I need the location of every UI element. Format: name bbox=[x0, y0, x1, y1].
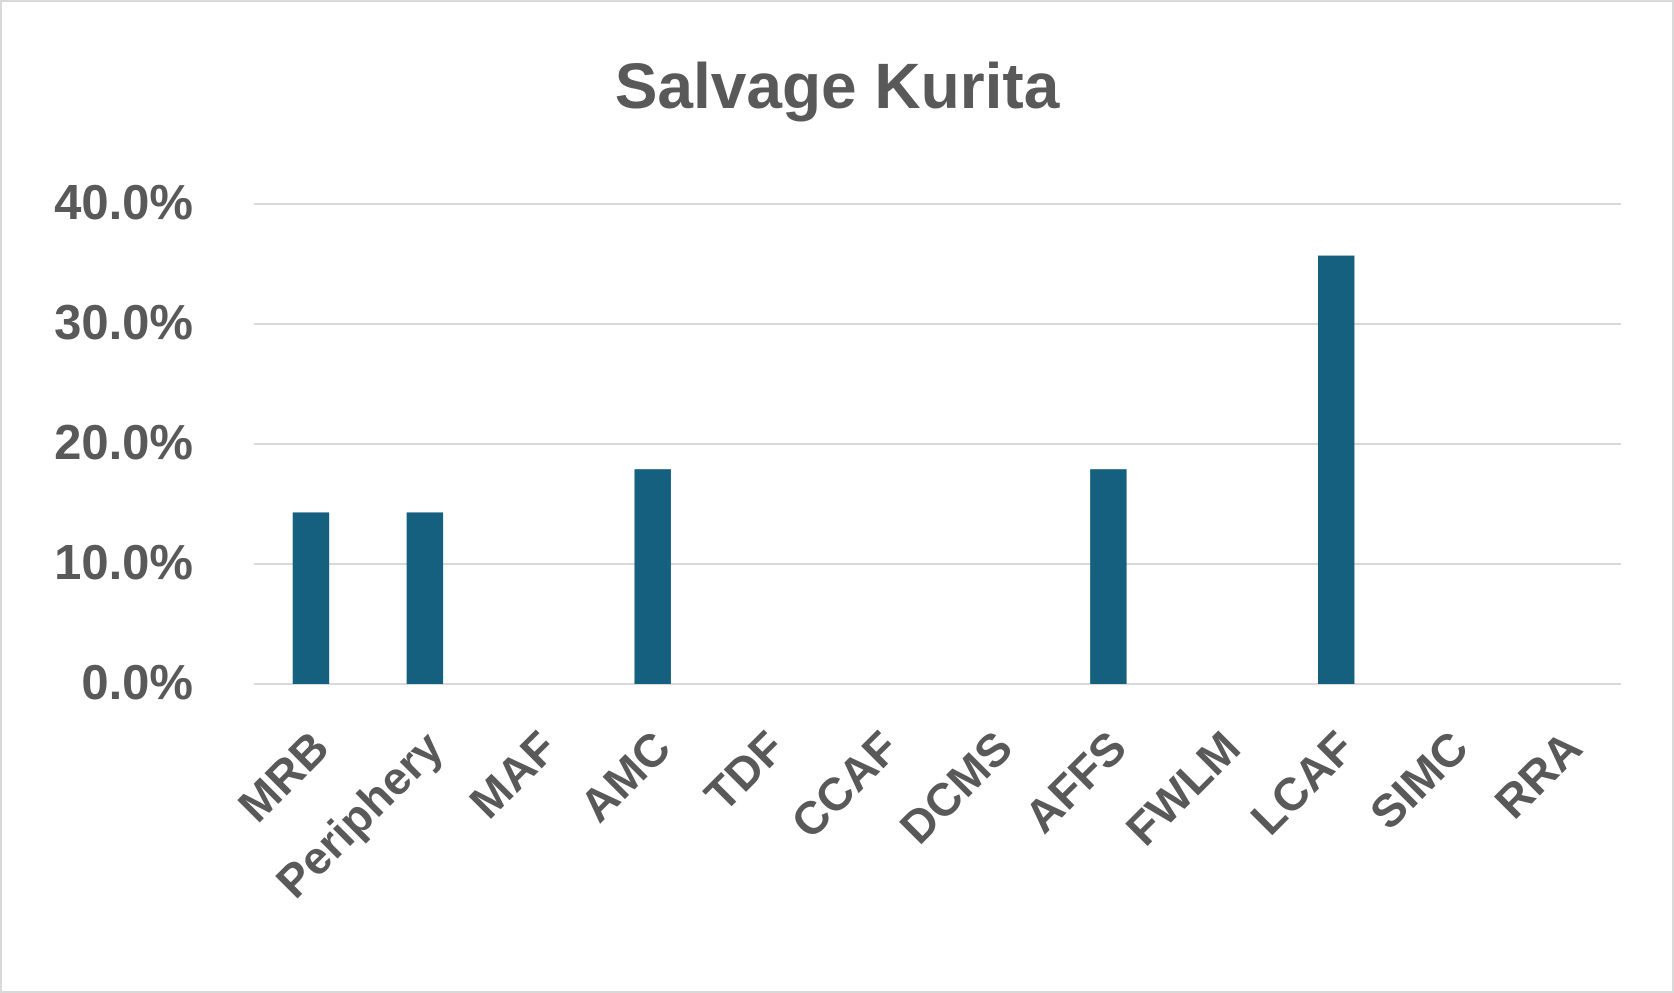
y-tick-label: 0.0% bbox=[81, 656, 193, 710]
y-tick-label: 10.0% bbox=[54, 536, 193, 590]
y-tick-label: 30.0% bbox=[54, 296, 193, 350]
bar bbox=[292, 512, 330, 684]
chart-title: Salvage Kurita bbox=[615, 50, 1060, 122]
bar bbox=[1317, 255, 1355, 684]
y-tick-label: 40.0% bbox=[54, 176, 193, 230]
y-tick-label: 20.0% bbox=[54, 416, 193, 470]
bar bbox=[406, 512, 444, 684]
bar bbox=[1090, 469, 1127, 684]
bar bbox=[634, 469, 671, 684]
